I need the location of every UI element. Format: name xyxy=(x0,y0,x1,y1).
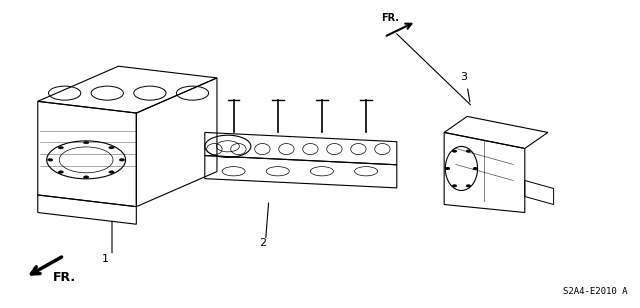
Text: S2A4-E2010 A: S2A4-E2010 A xyxy=(563,287,627,296)
Text: FR.: FR. xyxy=(381,14,399,23)
Circle shape xyxy=(83,176,89,178)
Circle shape xyxy=(453,150,456,152)
Circle shape xyxy=(467,185,470,187)
Circle shape xyxy=(109,146,114,149)
Circle shape xyxy=(119,159,125,161)
Text: 3: 3 xyxy=(461,72,467,82)
Circle shape xyxy=(47,159,53,161)
Text: 2: 2 xyxy=(259,238,266,248)
Circle shape xyxy=(58,171,63,173)
Circle shape xyxy=(453,185,456,187)
Circle shape xyxy=(58,146,63,149)
Circle shape xyxy=(446,168,449,169)
Circle shape xyxy=(109,171,114,173)
Text: FR.: FR. xyxy=(52,271,76,284)
Circle shape xyxy=(83,141,89,144)
Circle shape xyxy=(467,150,470,152)
Text: 1: 1 xyxy=(102,254,109,264)
Circle shape xyxy=(474,168,477,169)
